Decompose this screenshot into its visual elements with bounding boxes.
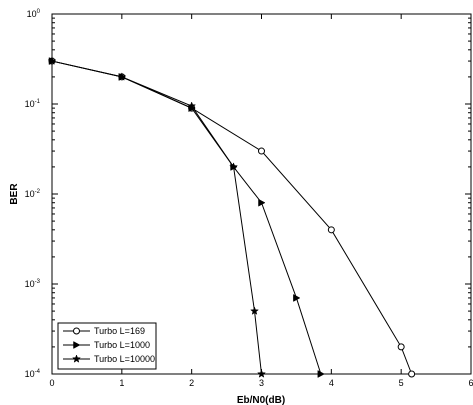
x-axis-ticks: 0 1 2 3 4 5 6	[49, 14, 473, 388]
legend-label-turbo-l-1000: Turbo L=1000	[94, 340, 150, 350]
y-tick-base: 10	[25, 279, 35, 289]
data-point-turbo-l-10000	[257, 369, 266, 378]
legend: Turbo L=169 Turbo L=1000 Turbo L=10000	[57, 322, 157, 370]
y-tick-base: 10	[25, 369, 35, 379]
legend-marker-turbo-l-10000	[72, 354, 81, 363]
legend-label-turbo-l-10000: Turbo L=10000	[94, 354, 155, 364]
x-tick-label: 3	[259, 378, 264, 388]
series-line-turbo-l-10000	[51, 60, 262, 375]
series-turbo-l-10000	[47, 56, 266, 378]
data-point-turbo-l-1000	[258, 198, 266, 207]
x-tick-label: 2	[189, 378, 194, 388]
y-tick-exponent: -3	[35, 279, 41, 285]
data-point-turbo-l-10000	[47, 56, 57, 65]
y-tick-exponent: -2	[35, 189, 41, 195]
data-point-turbo-l-169	[397, 343, 405, 351]
x-tick-label: 4	[329, 378, 334, 388]
x-tick-label: 1	[119, 378, 124, 388]
x-axis-label: Eb/N0(dB)	[237, 395, 285, 405]
y-tick-base: 10	[27, 9, 37, 19]
x-tick-label: 5	[399, 378, 404, 388]
data-point-turbo-l-1000	[317, 370, 325, 378]
legend-label-turbo-l-169: Turbo L=169	[94, 326, 145, 336]
y-tick-label: 10-3	[25, 279, 41, 289]
y-tick-label: 10-1	[25, 99, 41, 109]
data-point-turbo-l-10000	[187, 101, 197, 110]
data-point-turbo-l-169	[408, 370, 416, 378]
series-layer	[47, 56, 416, 378]
legend-marker-turbo-l-1000	[73, 341, 81, 349]
data-point-turbo-l-1000	[293, 294, 301, 302]
y-tick-exponent: 0	[37, 9, 41, 15]
y-axis-label: BER	[9, 183, 20, 205]
y-tick-exponent: -1	[35, 99, 41, 105]
legend-marker-turbo-l-169	[73, 327, 80, 335]
y-tick-label: 100	[27, 9, 41, 19]
data-point-turbo-l-10000	[250, 306, 259, 315]
data-point-turbo-l-10000	[229, 162, 239, 171]
y-tick-base: 10	[25, 189, 35, 199]
data-point-turbo-l-169	[258, 147, 265, 155]
x-tick-label: 6	[468, 378, 473, 388]
data-point-turbo-l-10000	[117, 72, 127, 81]
y-tick-base: 10	[25, 99, 35, 109]
y-tick-exponent: -4	[35, 369, 41, 375]
x-tick-label: 0	[49, 378, 54, 388]
data-point-turbo-l-169	[327, 226, 335, 234]
plot-area	[51, 13, 472, 375]
y-tick-label: 10-2	[25, 189, 41, 199]
y-tick-label: 10-4	[25, 369, 41, 379]
